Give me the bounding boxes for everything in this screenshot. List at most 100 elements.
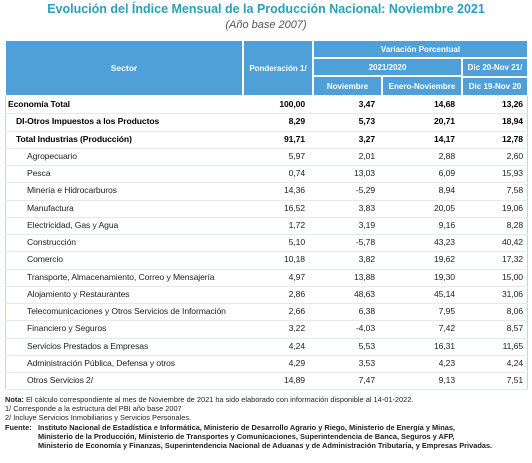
- value-cell: 8,06: [506, 306, 523, 316]
- header-variacion: Variación Porcentual: [313, 40, 528, 58]
- value-cell: 13,26: [501, 99, 523, 109]
- value-cell: 9,13: [438, 375, 455, 385]
- value-cell: 10,18: [283, 254, 305, 265]
- value-cell: 3,83: [358, 202, 375, 213]
- sector-label: Servicios Prestados a Empresas: [27, 340, 149, 351]
- value-cell: 14,36: [283, 185, 305, 196]
- row-line: [5, 303, 528, 304]
- value-cell: 19,06: [501, 202, 523, 213]
- header-period: 2021/2020: [313, 58, 462, 76]
- nota: Nota: El cálculo correspondiente al mes …: [5, 395, 413, 404]
- sector-label: Construcción: [27, 237, 76, 247]
- value-cell: 2,86: [288, 288, 305, 299]
- value-cell: 2,60: [506, 150, 523, 161]
- value-cell: 0,74: [288, 168, 305, 178]
- sector-label: Minería e Hidrocarburos: [27, 185, 117, 196]
- header-sector: Sector: [5, 40, 243, 96]
- nota-text: El cálculo correspondiente al mes de Nov…: [25, 395, 414, 404]
- sector-label: Otros Servicios 2/: [27, 375, 94, 385]
- value-cell: 19,62: [433, 254, 455, 265]
- value-cell: 91,71: [283, 133, 305, 144]
- sector-label: DI-Otros Impuestos a los Productos: [16, 116, 160, 127]
- note1: 1/ Corresponde a la estructura del PBI a…: [5, 404, 182, 413]
- value-cell: 2,01: [358, 150, 375, 161]
- value-cell: 8,94: [438, 185, 455, 196]
- value-cell: 7,47: [358, 375, 375, 385]
- value-cell: 6,38: [358, 306, 375, 316]
- value-cell: 1,72: [288, 219, 305, 230]
- sector-label: Agropecuario: [27, 150, 77, 161]
- value-cell: 14,17: [433, 133, 455, 144]
- value-cell: 8,28: [506, 219, 523, 230]
- value-cell: -5,29: [355, 185, 375, 196]
- value-cell: 3,19: [358, 219, 375, 230]
- value-cell: 8,57: [506, 323, 523, 334]
- value-cell: 7,58: [506, 185, 523, 196]
- sector-label: Economía Total: [8, 99, 70, 109]
- value-cell: 2,88: [438, 150, 455, 161]
- sector-label: Telecomunicaciones y Otros Servicios de …: [27, 306, 226, 316]
- row-line: [5, 372, 528, 373]
- value-cell: 2,66: [288, 306, 305, 316]
- subtitle: (Año base 2007): [225, 19, 307, 31]
- header-enero-noviembre: Enero-Noviembre: [382, 76, 462, 96]
- value-cell: 14,89: [283, 375, 305, 385]
- value-cell: 5,53: [358, 340, 375, 351]
- sector-label: Transporte, Almacenamiento, Correo y Men…: [27, 271, 215, 282]
- header-ponderacion: Ponderación 1/: [243, 40, 313, 96]
- row-line: [5, 113, 528, 115]
- value-cell: 18,94: [501, 116, 523, 127]
- value-cell: 4,29: [288, 357, 305, 368]
- sector-label: Comercio: [27, 254, 63, 265]
- value-cell: 7,51: [506, 375, 523, 385]
- value-cell: 5,73: [358, 116, 375, 127]
- value-cell: 16,52: [283, 202, 305, 213]
- note2: 2/ Incluye Servicios Inmobiliarios y Ser…: [5, 413, 192, 422]
- row-line: [5, 285, 528, 287]
- value-cell: 45,14: [433, 288, 455, 299]
- sector-label: Total Industrias (Producción): [16, 133, 132, 144]
- fuente-line: Instituto Nacional de Estadística e Info…: [38, 423, 455, 432]
- value-cell: 13,03: [353, 168, 375, 178]
- value-cell: 4,24: [288, 340, 305, 351]
- row-line: [5, 251, 528, 253]
- value-cell: 3,53: [358, 357, 375, 368]
- sector-label: Electricidad, Gas y Agua: [27, 219, 119, 230]
- value-cell: 48,63: [353, 288, 375, 299]
- value-cell: 14,68: [433, 99, 455, 109]
- value-cell: 8,29: [288, 116, 305, 127]
- row-line: [5, 337, 528, 339]
- value-cell: 3,27: [358, 133, 375, 144]
- value-cell: 31,06: [501, 288, 523, 299]
- row-line: [5, 268, 528, 270]
- row-line: [5, 234, 528, 235]
- row-line: [5, 165, 528, 166]
- value-cell: 7,42: [438, 323, 455, 334]
- sector-label: Pesca: [27, 168, 51, 178]
- value-cell: 19,30: [433, 271, 455, 282]
- fuente-line: Ministerio de Economía y Finanzas, Super…: [38, 441, 493, 450]
- value-cell: 40,42: [501, 237, 523, 247]
- value-cell: -5,78: [355, 237, 375, 247]
- value-cell: 4,97: [288, 271, 305, 282]
- value-cell: 17,32: [501, 254, 523, 265]
- nota-label: Nota:: [5, 395, 24, 404]
- value-cell: 4,24: [506, 357, 523, 368]
- value-cell: 6,09: [438, 168, 455, 178]
- value-cell: 5,10: [288, 237, 305, 247]
- value-cell: 4,23: [438, 357, 455, 368]
- fuente-line: Ministerio de la Producción, Ministerio …: [38, 432, 455, 441]
- header-dic2: Dic 19-Nov 20: [462, 77, 528, 96]
- sector-label: Alojamiento y Restaurantes: [27, 288, 130, 299]
- fuente-label: Fuente:: [5, 423, 32, 432]
- sector-label: Manufactura: [27, 202, 74, 213]
- row-line: [5, 182, 528, 184]
- value-cell: 3,47: [358, 99, 375, 109]
- row-line: [5, 216, 528, 218]
- row-line: [5, 147, 528, 149]
- value-cell: 16,31: [433, 340, 455, 351]
- value-cell: 15,93: [501, 168, 523, 178]
- value-cell: 9,16: [438, 219, 455, 230]
- header-dic1: Dic 20-Nov 21/: [462, 58, 528, 77]
